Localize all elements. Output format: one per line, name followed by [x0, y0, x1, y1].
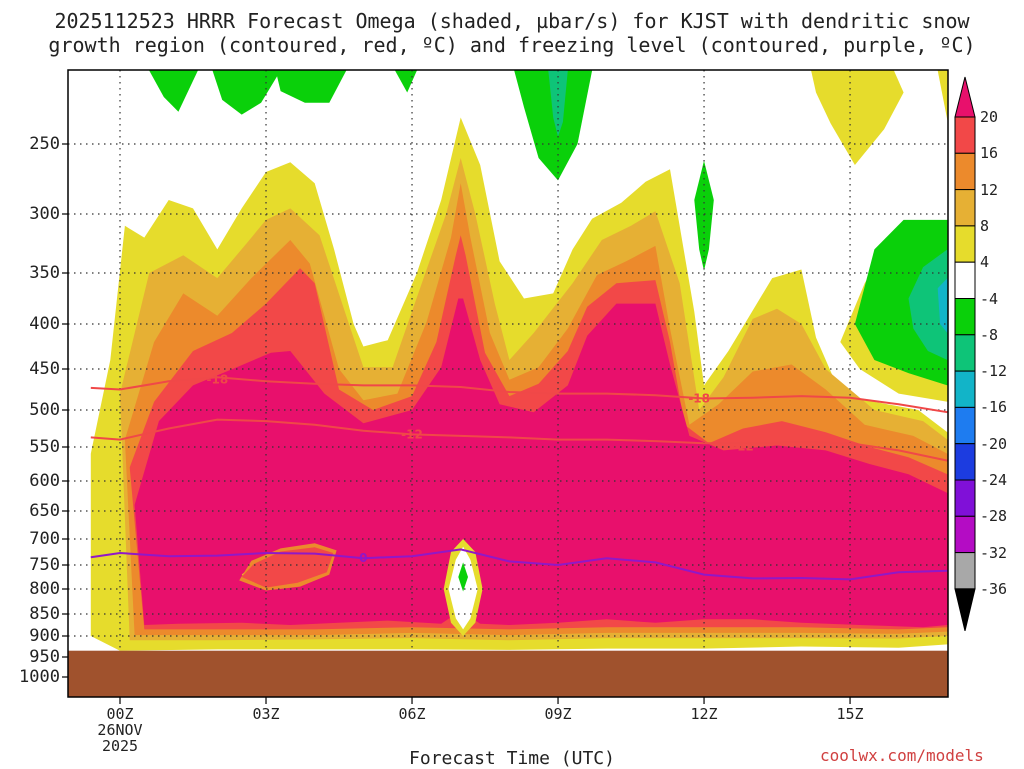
credit-link[interactable]: coolwx.com/models — [820, 746, 984, 765]
colorbar-top-arrow — [954, 76, 976, 118]
x-tick-label: 03Z — [252, 705, 280, 723]
x-tick-label: 09Z — [544, 705, 572, 723]
colorbar-label: -32 — [980, 543, 1008, 562]
y-tick-label: 700 — [29, 529, 60, 549]
colorbar-label: -16 — [980, 398, 1008, 417]
y-tick-label: 900 — [29, 626, 60, 646]
chart-title-line-1: 2025112523 HRRR Forecast Omega (shaded, … — [54, 9, 970, 33]
colorbar-label: -4 — [980, 289, 999, 308]
colorbar-label: -20 — [980, 434, 1008, 453]
omega-region-17 — [694, 160, 714, 271]
colorbar-swatch-3 — [954, 189, 976, 227]
colorbar-label: 20 — [980, 108, 999, 126]
plot-frame — [67, 69, 949, 698]
x-tick-label: 12Z — [690, 705, 718, 723]
y-tick-label: 550 — [29, 437, 60, 457]
y-tick-label: 600 — [29, 471, 60, 491]
contour-dgz-0 — [90, 376, 948, 414]
omega-region-13 — [275, 70, 347, 103]
y-tick-label: 250 — [29, 134, 60, 154]
y-tick-label: 500 — [29, 400, 60, 420]
x-date-label: 2025 — [101, 737, 139, 755]
colorbar-label: -28 — [980, 507, 1008, 526]
colorbar-label: -36 — [980, 579, 1008, 598]
y-tick-label: 400 — [29, 314, 60, 334]
omega-region-15 — [514, 70, 593, 181]
contour-label-4: 0 — [359, 551, 367, 565]
colorbar-label: 8 — [980, 216, 990, 235]
omega-region-18 — [811, 70, 904, 165]
y-tick-label: 950 — [29, 647, 60, 667]
colorbar-swatch-11 — [954, 479, 976, 517]
x-axis-title: Forecast Time (UTC) — [409, 748, 615, 769]
colorbar-label: -12 — [980, 362, 1008, 381]
y-tick-label: 800 — [29, 579, 60, 599]
colorbar-swatch-4 — [954, 225, 976, 263]
omega-region-16 — [548, 70, 568, 137]
y-tick-label: 850 — [29, 604, 60, 624]
colorbar-swatch-6 — [954, 298, 976, 336]
colorbar-swatch-8 — [954, 370, 976, 408]
colorbar-label: 12 — [980, 180, 999, 199]
x-tick-label: 06Z — [398, 705, 426, 723]
omega-region-4 — [134, 298, 948, 628]
x-tick-label: 15Z — [836, 705, 864, 723]
omega-region-23 — [937, 278, 948, 333]
terrain-fill — [68, 650, 948, 697]
y-tick-label: 300 — [29, 204, 60, 224]
colorbar-label: -8 — [980, 325, 999, 344]
x-date-label: 26NOV — [97, 721, 143, 739]
chart-title-line-2: growth region (contoured, red, ºC) and f… — [48, 33, 976, 57]
colorbar-swatch-12 — [954, 515, 976, 554]
omega-region-22 — [908, 249, 948, 360]
y-tick-label: 350 — [29, 263, 60, 283]
contour-label-1: -18 — [688, 392, 710, 406]
omega-region-12 — [212, 70, 281, 115]
omega-region-11 — [149, 70, 198, 112]
colorbar-swatch-7 — [954, 334, 976, 372]
y-tick-label: 1000 — [19, 667, 60, 687]
contour-label-3: -12 — [732, 439, 754, 453]
contour-freezing-level-2 — [90, 548, 948, 581]
colorbar-label: 4 — [980, 253, 990, 272]
contour-label-2: -12 — [401, 427, 423, 441]
colorbar-swatch-10 — [954, 443, 976, 481]
colorbar-swatch-2 — [954, 152, 976, 191]
colorbar-bottom-arrow — [954, 588, 976, 632]
colorbar-swatch-9 — [954, 406, 976, 445]
y-tick-label: 750 — [29, 555, 60, 575]
colorbar-swatch-1 — [954, 116, 976, 154]
colorbar-swatch-5 — [954, 261, 976, 300]
colorbar-label: 16 — [980, 144, 999, 163]
contour-label-0: -18 — [206, 373, 228, 387]
x-tick-label: 00Z — [106, 705, 134, 723]
colorbar-swatch-13 — [954, 552, 976, 590]
omega-region-7 — [241, 547, 334, 588]
colorbar-label: -24 — [980, 471, 1008, 489]
omega-region-10 — [458, 562, 468, 592]
contour-dgz-1 — [90, 418, 948, 462]
y-tick-label: 450 — [29, 359, 60, 379]
y-tick-label: 650 — [29, 501, 60, 521]
omega-region-19 — [937, 70, 948, 121]
